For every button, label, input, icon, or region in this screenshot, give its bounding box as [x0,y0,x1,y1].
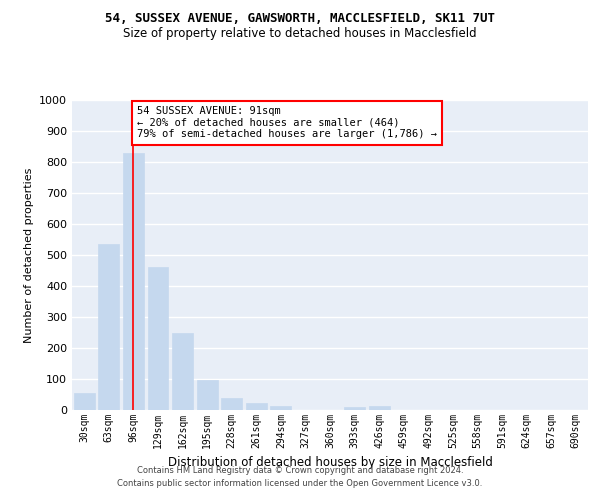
X-axis label: Distribution of detached houses by size in Macclesfield: Distribution of detached houses by size … [167,456,493,469]
Text: Contains HM Land Registry data © Crown copyright and database right 2024.
Contai: Contains HM Land Registry data © Crown c… [118,466,482,487]
Bar [123,152,144,410]
Bar [148,268,169,410]
Text: 54 SUSSEX AVENUE: 91sqm
← 20% of detached houses are smaller (464)
79% of semi-d: 54 SUSSEX AVENUE: 91sqm ← 20% of detache… [137,106,437,140]
Bar [271,406,292,410]
Bar [221,398,242,410]
Bar [344,407,365,410]
Bar [74,393,95,410]
Bar [172,333,193,410]
Bar [197,380,218,410]
Text: 54, SUSSEX AVENUE, GAWSWORTH, MACCLESFIELD, SK11 7UT: 54, SUSSEX AVENUE, GAWSWORTH, MACCLESFIE… [105,12,495,26]
Y-axis label: Number of detached properties: Number of detached properties [23,168,34,342]
Bar [368,406,389,410]
Bar [98,244,119,410]
Text: Size of property relative to detached houses in Macclesfield: Size of property relative to detached ho… [123,28,477,40]
Bar [246,403,267,410]
